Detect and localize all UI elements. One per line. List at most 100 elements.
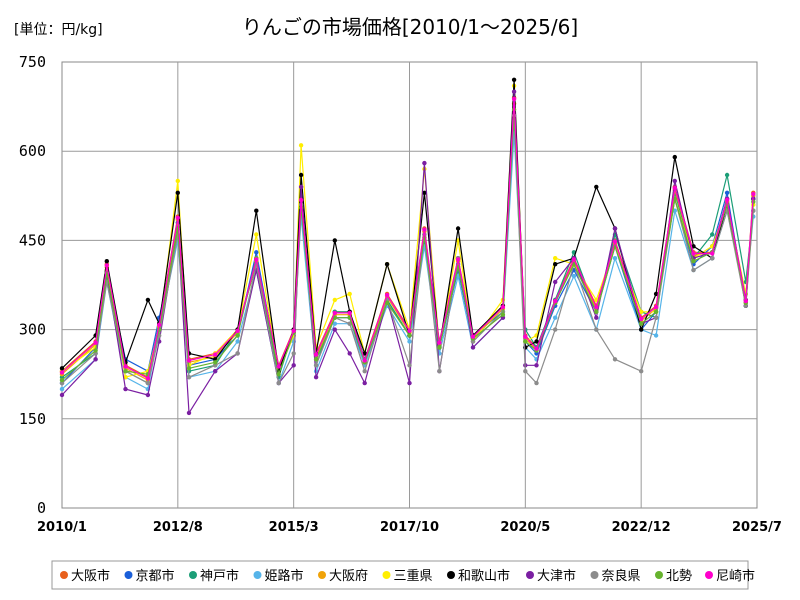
data-point (422, 160, 427, 166)
data-point (254, 250, 259, 255)
data-point (571, 257, 577, 262)
data-point (594, 304, 599, 310)
data-point (511, 96, 517, 102)
data-point (639, 321, 644, 326)
series-10 (59, 96, 756, 381)
data-point (213, 360, 218, 365)
data-point (332, 310, 337, 316)
data-point (384, 300, 390, 305)
data-point (612, 357, 618, 362)
data-point (362, 369, 367, 374)
data-point (104, 263, 110, 268)
x-tick-label: 2017/10 (380, 520, 439, 535)
data-point (743, 298, 748, 304)
data-point (511, 89, 517, 94)
data-point (213, 369, 218, 374)
data-point (175, 215, 180, 220)
data-point (313, 352, 319, 357)
data-point (691, 259, 696, 264)
data-point (710, 251, 715, 256)
data-point (470, 345, 476, 350)
legend-items: 大阪市 京都市 神戸市 姫路市 大阪府 三重県 和歌山市 大津市 奈良県 北勢 尼崎市 (60, 568, 755, 584)
legend-label: 和歌山市 (458, 568, 510, 584)
data-point (186, 410, 192, 416)
unit-label: [単位：円/kg] (14, 22, 103, 38)
data-point (186, 375, 192, 380)
x-tick-label: 2010/1 (37, 520, 87, 535)
data-point (186, 358, 192, 363)
data-point (653, 291, 659, 297)
legend-marker (60, 571, 68, 579)
data-point (724, 190, 730, 195)
legend-marker (382, 571, 391, 579)
data-point (59, 366, 65, 371)
data-point (653, 333, 659, 338)
data-point (298, 172, 304, 178)
data-point (710, 256, 715, 261)
legend-label: 大津市 (537, 568, 576, 584)
data-point (500, 312, 506, 317)
data-point (437, 345, 442, 350)
data-point (254, 257, 259, 262)
legend-marker (253, 571, 262, 579)
data-point (672, 154, 677, 160)
data-point (313, 375, 319, 380)
data-point (653, 304, 659, 310)
data-point (291, 351, 296, 356)
data-point (123, 386, 128, 392)
data-point (384, 262, 390, 267)
data-point (298, 197, 304, 203)
x-tick-label: 2012/8 (153, 520, 203, 535)
data-point (553, 256, 558, 261)
data-point (612, 256, 618, 261)
data-point (594, 315, 599, 320)
data-point (175, 178, 180, 184)
data-point (653, 315, 659, 320)
data-point (298, 143, 304, 148)
data-point (455, 226, 461, 231)
data-point (362, 358, 367, 363)
data-point (455, 257, 461, 262)
series-line (61, 79, 754, 372)
data-point (422, 227, 427, 232)
y-tick-label: 150 (19, 410, 46, 428)
data-point (235, 333, 240, 338)
data-point (534, 346, 539, 351)
data-point (639, 369, 644, 374)
data-point (523, 334, 528, 339)
data-point (639, 309, 644, 314)
data-point (534, 380, 539, 386)
data-point (422, 190, 427, 195)
data-point (553, 279, 558, 285)
data-point (437, 340, 442, 345)
data-point (571, 273, 577, 279)
data-point (59, 386, 65, 392)
legend-marker (447, 571, 455, 579)
series-line (61, 108, 754, 381)
y-tick-label: 450 (19, 231, 46, 249)
data-point (724, 197, 730, 203)
data-point (332, 327, 337, 332)
data-point (407, 339, 412, 344)
data-point (672, 178, 677, 184)
legend-marker (705, 571, 713, 579)
y-tick-label: 750 (19, 53, 46, 71)
legend-label: 三重県 (394, 568, 433, 584)
data-point (437, 369, 442, 374)
data-point (145, 392, 151, 398)
legend-marker (655, 571, 663, 579)
data-point (511, 77, 517, 83)
data-point (672, 185, 677, 191)
x-tick-label: 2022/12 (612, 520, 671, 535)
legend-marker (189, 571, 197, 579)
data-point (639, 327, 644, 332)
data-point (145, 297, 151, 303)
data-point (407, 333, 412, 338)
legend-label: 北勢 (666, 569, 692, 584)
y-tick-label: 600 (19, 142, 46, 160)
data-point (104, 259, 110, 264)
data-point (157, 322, 162, 327)
legend-label: 大阪府 (329, 569, 368, 584)
data-point (175, 190, 180, 195)
